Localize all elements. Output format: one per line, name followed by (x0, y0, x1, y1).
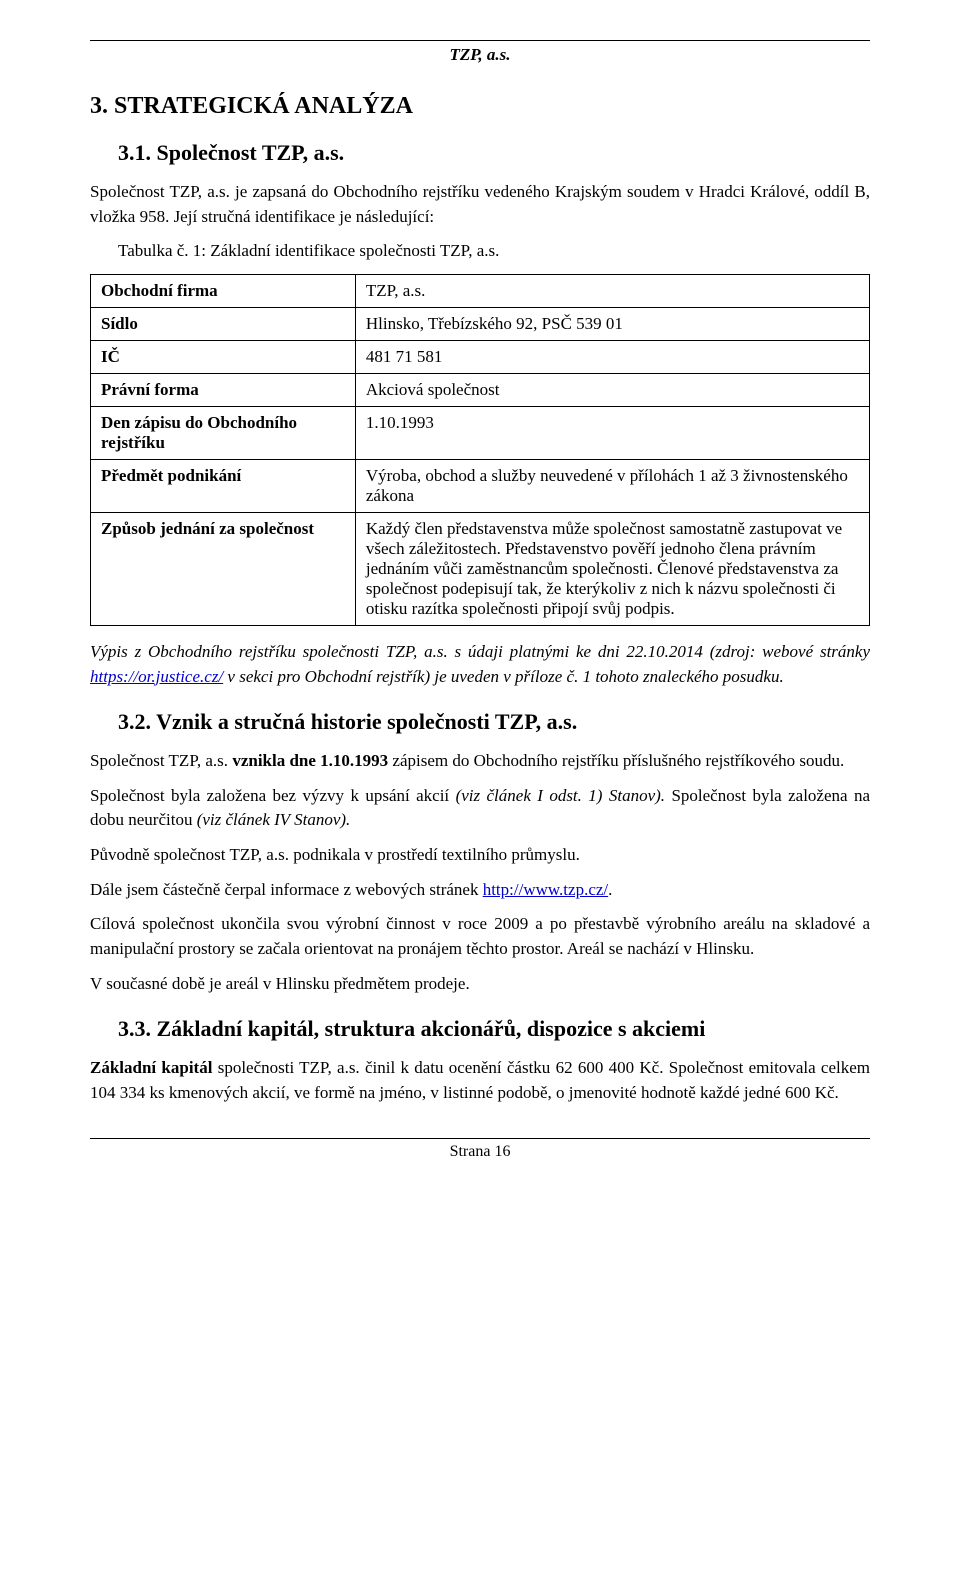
text: Společnost TZP, a.s. (90, 751, 232, 770)
heading-3-2: 3.2. Vznik a stručná historie společnost… (118, 709, 870, 735)
table-value: Každý člen představenstva může společnos… (355, 512, 869, 625)
footer-rule (90, 1138, 870, 1139)
or-justice-link[interactable]: https://or.justice.cz/ (90, 667, 223, 686)
table-label: Den zápisu do Obchodního rejstříku (91, 406, 356, 459)
running-header: TZP, a.s. (90, 45, 870, 65)
text-italic: (viz článek IV Stanov). (197, 810, 351, 829)
tzp-link[interactable]: http://www.tzp.cz/ (483, 880, 608, 899)
text: zápisem do Obchodního rejstříku příslušn… (388, 751, 844, 770)
table-value: 1.10.1993 (355, 406, 869, 459)
text: Dále jsem částečně čerpal informace z we… (90, 880, 483, 899)
para-3-2-6: V současné době je areál v Hlinsku předm… (90, 972, 870, 997)
table-row: Obchodní firma TZP, a.s. (91, 274, 870, 307)
table-value: Hlinsko, Třebízského 92, PSČ 539 01 (355, 307, 869, 340)
para-3-2-3: Původně společnost TZP, a.s. podnikala v… (90, 843, 870, 868)
text-italic: (viz článek I odst. 1) Stanov). (456, 786, 665, 805)
table-row: Právní forma Akciová společnost (91, 373, 870, 406)
table-label: Předmět podnikání (91, 459, 356, 512)
citation-text: v sekci pro Obchodní rejstřík) je uveden… (223, 667, 784, 686)
para-3-2-1: Společnost TZP, a.s. vznikla dne 1.10.19… (90, 749, 870, 774)
text: Společnost byla založena bez výzvy k ups… (90, 786, 456, 805)
table-value: Akciová společnost (355, 373, 869, 406)
para-3-2-2: Společnost byla založena bez výzvy k ups… (90, 784, 870, 833)
citation-text: Výpis z Obchodního rejstříku společnosti… (90, 642, 870, 661)
para-3-3-1: Základní kapitál společnosti TZP, a.s. č… (90, 1056, 870, 1105)
page-number: Strana 16 (90, 1143, 870, 1161)
table-label: Právní forma (91, 373, 356, 406)
table-value: 481 71 581 (355, 340, 869, 373)
table-row: Předmět podnikání Výroba, obchod a služb… (91, 459, 870, 512)
heading-3: 3. STRATEGICKÁ ANALÝZA (90, 93, 870, 120)
table-value: Výroba, obchod a služby neuvedené v příl… (355, 459, 869, 512)
heading-3-1: 3.1. Společnost TZP, a.s. (118, 140, 870, 166)
para-3-2-4: Dále jsem částečně čerpal informace z we… (90, 878, 870, 903)
table-label: Způsob jednání za společnost (91, 512, 356, 625)
heading-3-3: 3.3. Základní kapitál, struktura akcioná… (118, 1016, 870, 1042)
para-3-1-intro: Společnost TZP, a.s. je zapsaná do Obcho… (90, 180, 870, 229)
table-label: Sídlo (91, 307, 356, 340)
citation-para: Výpis z Obchodního rejstříku společnosti… (90, 640, 870, 689)
table-caption: Tabulka č. 1: Základní identifikace spol… (118, 239, 870, 264)
identification-table: Obchodní firma TZP, a.s. Sídlo Hlinsko, … (90, 274, 870, 626)
table-value: TZP, a.s. (355, 274, 869, 307)
text-bold: vznikla dne 1.10.1993 (232, 751, 388, 770)
table-row: Den zápisu do Obchodního rejstříku 1.10.… (91, 406, 870, 459)
text-bold: Základní kapitál (90, 1058, 212, 1077)
text: . (608, 880, 612, 899)
table-row: IČ 481 71 581 (91, 340, 870, 373)
table-label: Obchodní firma (91, 274, 356, 307)
table-row: Způsob jednání za společnost Každý člen … (91, 512, 870, 625)
para-3-2-5: Cílová společnost ukončila svou výrobní … (90, 912, 870, 961)
header-rule (90, 40, 870, 41)
table-row: Sídlo Hlinsko, Třebízského 92, PSČ 539 0… (91, 307, 870, 340)
table-label: IČ (91, 340, 356, 373)
